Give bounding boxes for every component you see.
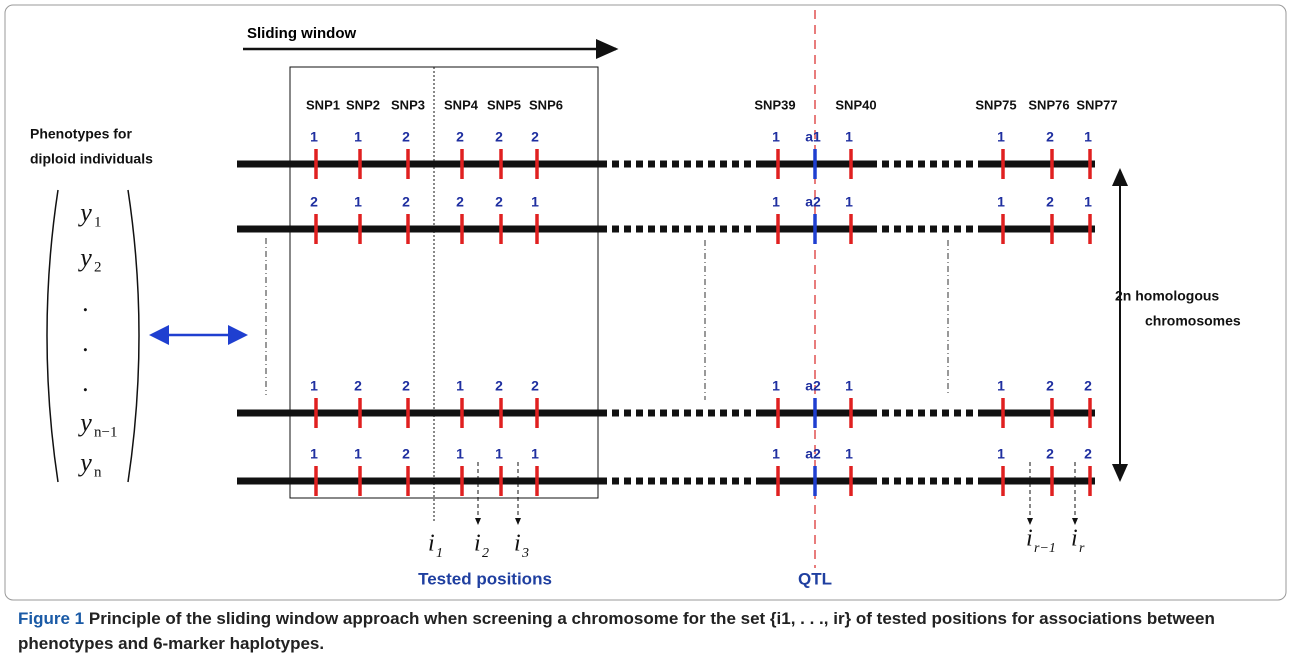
snp-label: SNP77 <box>1076 97 1117 112</box>
allele: a1 <box>805 129 821 145</box>
allele: 2 <box>402 446 410 462</box>
allele: 2 <box>456 129 464 145</box>
allele: 2 <box>456 194 464 210</box>
allele: 1 <box>456 446 464 462</box>
snp-label: SNP40 <box>835 97 876 112</box>
allele: 1 <box>845 194 853 210</box>
position-symbol: i <box>474 531 481 557</box>
allele: 1 <box>1084 129 1092 145</box>
allele: 2 <box>1046 378 1054 394</box>
vector-symbol: . <box>83 368 90 397</box>
position-sub: 2 <box>482 546 489 561</box>
allele: 1 <box>772 194 780 210</box>
vector-symbol: . <box>83 288 90 317</box>
allele: 2 <box>495 194 503 210</box>
paren-left <box>46 189 59 483</box>
allele: 1 <box>997 378 1005 394</box>
allele: 2 <box>1046 194 1054 210</box>
phenotype-label: Phenotypes for <box>30 126 132 142</box>
snp-label: SNP3 <box>391 97 425 112</box>
snp-label: SNP6 <box>529 97 563 112</box>
allele: 1 <box>1084 194 1092 210</box>
allele: 1 <box>531 446 539 462</box>
snp-label: SNP5 <box>487 97 521 112</box>
allele: 1 <box>495 446 503 462</box>
paren-right <box>127 189 140 483</box>
allele: 1 <box>997 446 1005 462</box>
allele: 1 <box>310 129 318 145</box>
vector-symbol: y <box>77 198 92 227</box>
allele: 2 <box>310 194 318 210</box>
caption-label: Figure 1 <box>18 609 85 628</box>
allele: 1 <box>845 378 853 394</box>
snp-label: SNP39 <box>754 97 795 112</box>
vector-symbol: y <box>77 243 92 272</box>
allele: 1 <box>310 378 318 394</box>
qtl-label: QTL <box>798 569 832 588</box>
allele: 1 <box>997 129 1005 145</box>
allele: 2 <box>354 378 362 394</box>
snp-label: SNP1 <box>306 97 340 112</box>
caption: Figure 1 Principle of the sliding window… <box>18 606 1253 656</box>
allele: 1 <box>997 194 1005 210</box>
allele: 2 <box>1046 129 1054 145</box>
allele: a2 <box>805 446 821 462</box>
frame <box>4 4 1287 601</box>
right-label: 2n homologous <box>1115 288 1219 304</box>
allele: a2 <box>805 378 821 394</box>
allele: 1 <box>845 446 853 462</box>
tested-label: Tested positions <box>418 569 552 588</box>
vector-sub: n <box>94 464 102 480</box>
vector-symbol: . <box>83 328 90 357</box>
position-sub: r−1 <box>1034 541 1056 556</box>
allele: 1 <box>531 194 539 210</box>
allele: 1 <box>310 446 318 462</box>
allele: 1 <box>354 129 362 145</box>
allele: 2 <box>495 378 503 394</box>
position-symbol: i <box>1026 526 1033 552</box>
allele: 1 <box>772 378 780 394</box>
allele: 2 <box>495 129 503 145</box>
position-sub: 1 <box>436 546 443 561</box>
allele: 1 <box>772 129 780 145</box>
snp-label: SNP76 <box>1028 97 1069 112</box>
allele: a2 <box>805 194 821 210</box>
snp-label: SNP75 <box>975 97 1016 112</box>
vector-sub: 2 <box>94 259 102 275</box>
caption-text: Principle of the sliding window approach… <box>18 609 1215 653</box>
title: Sliding window <box>247 25 356 42</box>
allele: 2 <box>531 378 539 394</box>
vector-symbol: y <box>77 448 92 477</box>
position-sub: r <box>1079 541 1085 556</box>
allele: 1 <box>354 194 362 210</box>
position-symbol: i <box>428 531 435 557</box>
allele: 1 <box>845 129 853 145</box>
position-sub: 3 <box>521 546 529 561</box>
allele: 2 <box>1084 446 1092 462</box>
allele: 2 <box>1084 378 1092 394</box>
phenotype-label: diploid individuals <box>30 151 153 167</box>
allele: 2 <box>402 194 410 210</box>
vector-sub: 1 <box>94 214 102 230</box>
window-box <box>289 66 599 499</box>
allele: 2 <box>531 129 539 145</box>
allele: 2 <box>402 378 410 394</box>
allele: 1 <box>456 378 464 394</box>
right-label: chromosomes <box>1145 313 1241 329</box>
allele: 2 <box>402 129 410 145</box>
allele: 2 <box>1046 446 1054 462</box>
position-symbol: i <box>514 531 521 557</box>
allele: 1 <box>772 446 780 462</box>
position-symbol: i <box>1071 526 1078 552</box>
vector-symbol: y <box>77 408 92 437</box>
allele: 1 <box>354 446 362 462</box>
snp-label: SNP2 <box>346 97 380 112</box>
snp-label: SNP4 <box>444 97 479 112</box>
vector-sub: n−1 <box>94 424 117 440</box>
